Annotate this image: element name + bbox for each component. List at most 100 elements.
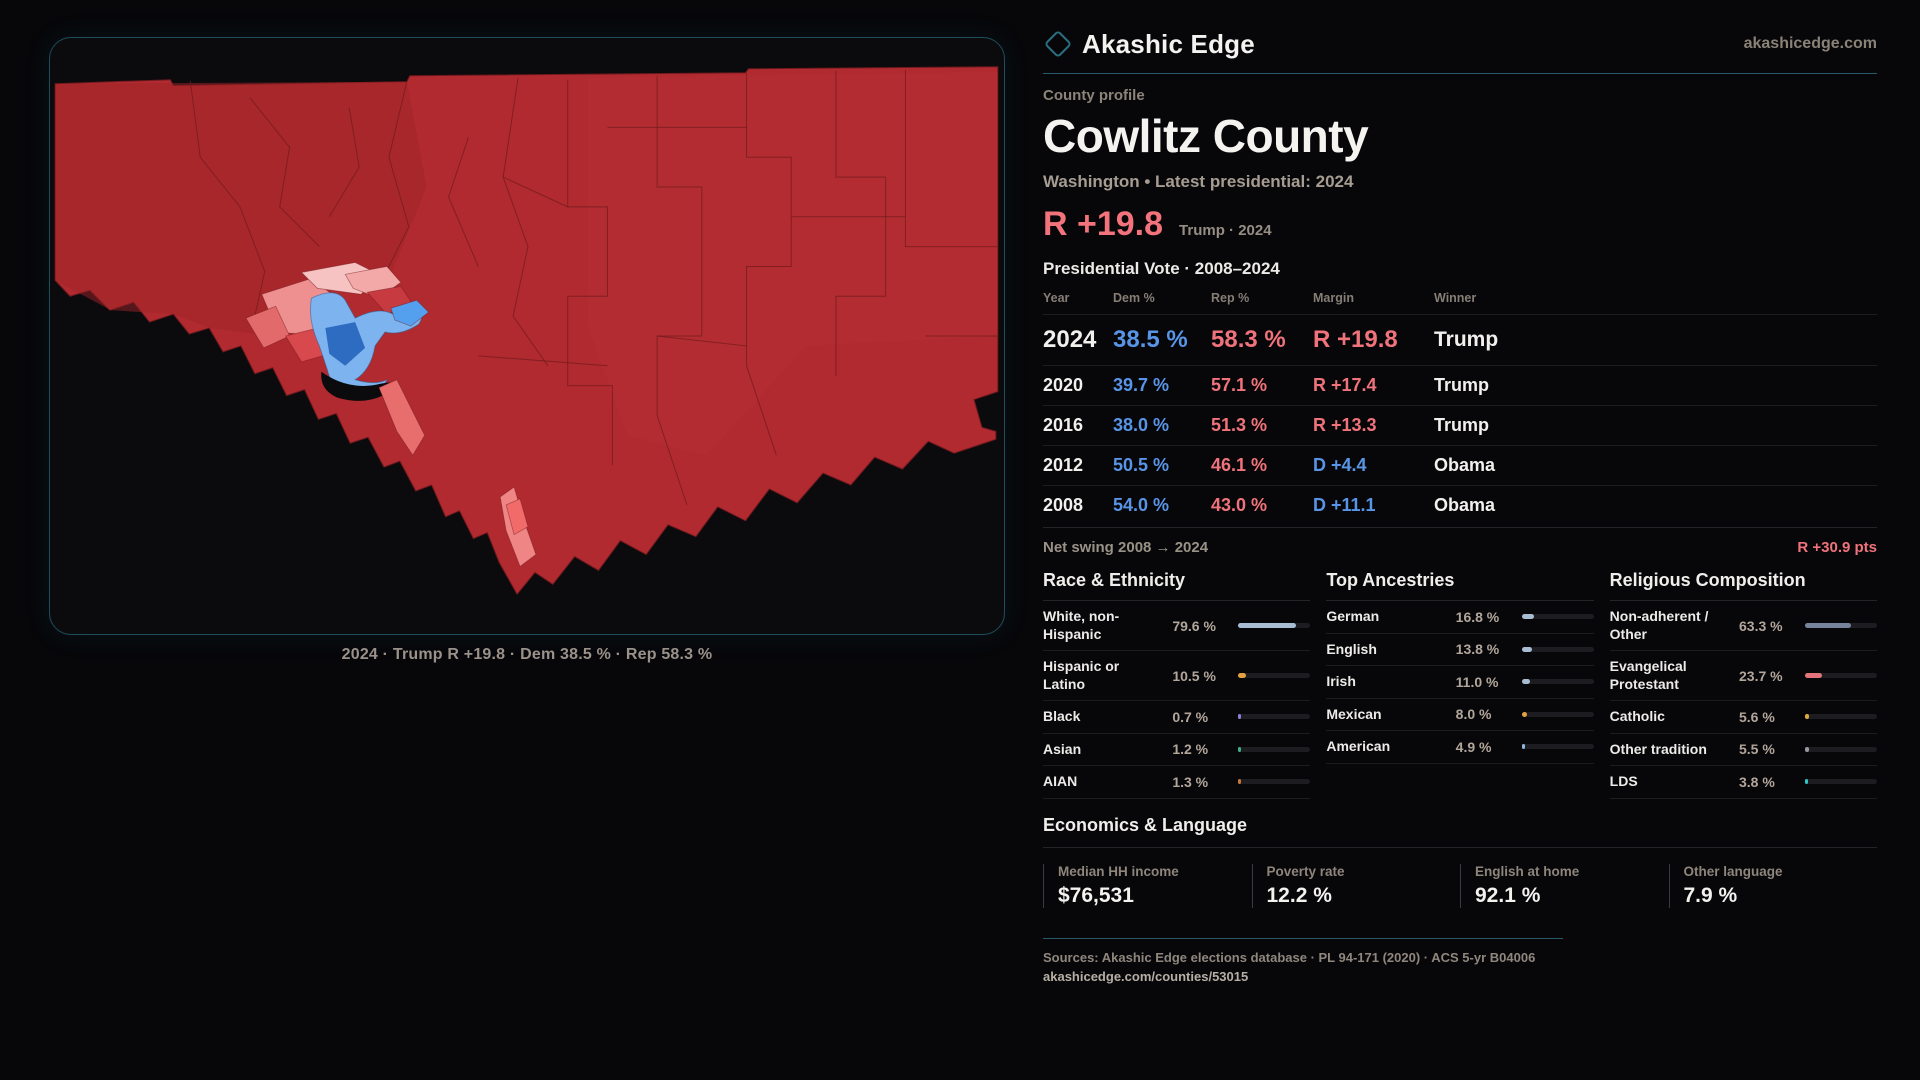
race-value: 10.5 % [1172,667,1216,684]
vote-year: 2008 [1043,495,1084,515]
vote-year: 2012 [1043,455,1084,475]
ancestries-row-0: German 16.8 % [1326,601,1594,634]
ancestries-label: American [1326,738,1391,754]
vote-rep: 43.0 % [1211,495,1268,515]
race-value: 1.2 % [1172,741,1209,758]
econ-stat-3: Other language 7.9 % [1668,863,1878,908]
religion-value: 23.7 % [1739,667,1783,684]
econ-stat-value: $76,531 [1058,883,1134,907]
ancestries-bar-track [1521,679,1594,685]
econ-stat-2: English at home 92.1 % [1460,863,1669,908]
race-value: 79.6 % [1172,617,1216,634]
brand-name: Akashic Edge [1082,28,1255,59]
econ-stat-value: 12.2 % [1266,883,1332,907]
religion-bar-fill [1805,623,1851,628]
religion-rows: Non-adherent / Other 63.3 % Evangelical Pr… [1609,601,1877,799]
vote-margin: R +13.3 [1313,415,1377,435]
vote-margin: R +17.4 [1313,375,1377,395]
ancestries-bar-fill [1521,711,1528,717]
ancestries-row-2: Irish 11.0 % [1326,666,1594,699]
county-profile-panel: Akashic Edge akashicedge.com County prof… [1043,26,1877,986]
ancestries-bar-fill [1521,614,1534,620]
footer-divider [1043,937,1563,939]
county-map-panel [49,37,1005,635]
vote-dem: 39.7 % [1113,375,1170,395]
ancestries-bar-fill [1521,679,1530,685]
ancestries-row-1: English 13.8 % [1326,634,1594,666]
religion-row-0: Non-adherent / Other 63.3 % [1609,601,1877,651]
econ-stat-0: Median HH income $76,531 [1043,863,1252,908]
econ-stat-label: English at home [1475,863,1580,879]
vote-row-2016: 2016 38.0 % 51.3 % R +13.3 Trump [1043,405,1877,445]
religion-value: 3.8 % [1739,773,1775,790]
econ-stat-1: Poverty rate 12.2 % [1251,863,1461,908]
race-bar-track [1238,714,1311,720]
religion-row-4: LDS 3.8 % [1609,766,1877,799]
vote-rep: 57.1 % [1211,375,1268,395]
vote-col-header-2: Rep % [1211,291,1250,305]
vote-margin: R +19.8 [1313,326,1398,353]
race-bar-fill [1238,673,1246,678]
footer: Sources: Akashic Edge elections database… [1043,937,1877,986]
race-label: Asian [1043,740,1082,757]
race-label: Hispanic or Latino [1043,658,1120,692]
vote-row-2020: 2020 39.7 % 57.1 % R +17.4 Trump [1043,365,1877,405]
religion-value: 5.5 % [1739,741,1775,758]
ancestries-row-4: American 4.9 % [1326,731,1594,764]
vote-rep: 58.3 % [1211,326,1286,353]
ancestries-value: 13.8 % [1455,641,1500,658]
religion-label: Catholic [1609,708,1665,724]
vote-winner: Trump [1434,328,1499,351]
net-swing-value: R +30.9 pts [1797,539,1877,556]
religion-bar-track [1805,779,1877,785]
race-bar-fill [1238,623,1296,628]
ancestries-label: Irish [1326,673,1356,689]
religion-column: Religious Composition Non-adherent / Oth… [1609,570,1877,799]
race-column: Race & Ethnicity White, non-Hispanic 79.6… [1043,570,1311,799]
vote-year: 2016 [1043,415,1084,435]
ancestries-value: 16.8 % [1455,608,1500,625]
religion-bar-track [1805,714,1877,720]
vote-winner: Obama [1434,495,1496,515]
ancestries-bar-track [1521,744,1594,750]
race-bar-track [1238,746,1311,752]
econ-stat-value: 7.9 % [1683,883,1738,907]
race-bar-fill [1238,779,1242,785]
vote-margin: D +4.4 [1313,455,1367,475]
ancestries-column: Top Ancestries German 16.8 % English 13.8 %… [1326,570,1594,799]
ancestries-bar-fill [1521,646,1532,652]
vote-col-header-0: Year [1043,291,1070,305]
county-shape [54,66,999,596]
race-row-3: Asian 1.2 % [1043,734,1311,766]
religion-label: Other tradition [1609,740,1707,757]
ancestries-value: 4.9 % [1455,738,1492,755]
vote-dem: 50.5 % [1113,455,1170,475]
vote-dem: 38.5 % [1113,326,1188,353]
brand-domain-link[interactable]: akashicedge.com [1743,35,1877,52]
ancestries-bar-track [1521,711,1594,717]
demographics-grid: Race & Ethnicity White, non-Hispanic 79.6… [1043,570,1877,799]
race-row-0: White, non-Hispanic 79.6 % [1043,601,1311,651]
race-row-4: AIAN 1.3 % [1043,766,1311,799]
vote-dem: 54.0 % [1113,495,1170,515]
religion-bar-fill [1805,673,1823,678]
footer-url-link[interactable]: akashicedge.com/counties/53015 [1043,968,1249,984]
ancestries-bar-track [1521,614,1594,620]
ancestries-label: Mexican [1326,705,1382,722]
precinct-borders [189,69,998,506]
brand-header: Akashic Edge akashicedge.com [1043,26,1877,62]
religion-value: 63.3 % [1739,617,1783,634]
race-label: AIAN [1043,773,1078,789]
religion-bar-fill [1805,714,1810,720]
religion-label: Evangelical Protestant [1609,658,1687,692]
ancestries-label: English [1326,640,1377,657]
vote-winner: Obama [1434,455,1496,475]
religion-value: 5.6 % [1739,708,1775,725]
race-value: 0.7 % [1172,708,1209,725]
race-value: 1.3 % [1172,773,1209,790]
religion-bar-track [1805,673,1877,678]
religion-title: Religious Composition [1609,570,1877,601]
vote-dem: 38.0 % [1113,415,1170,435]
ancestries-row-3: Mexican 8.0 % [1326,699,1594,731]
ancestries-rows: German 16.8 % English 13.8 % Irish 11.0 % Mexi… [1326,601,1594,764]
